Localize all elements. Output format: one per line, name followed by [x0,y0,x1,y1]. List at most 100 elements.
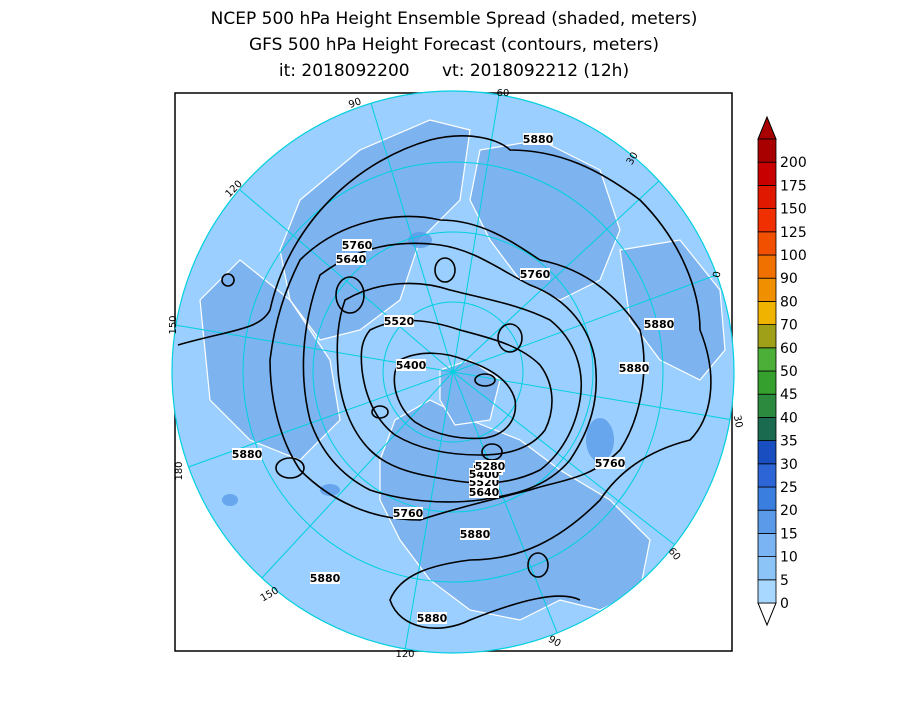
colorbar-label: 100 [780,248,807,264]
longitude-label: 120 [395,649,414,660]
contour-5520 [336,282,582,484]
contour-label: 5880 [644,318,675,331]
contour-5880-outer [177,135,712,629]
colorbar-label: 90 [780,271,798,287]
contour-label: 5640 [469,486,500,499]
colorbar-swatch [757,231,777,256]
height-contours [177,135,712,629]
closed-contour [497,323,523,353]
contour-label: 5520 [384,315,415,328]
contour-label: 5760 [520,268,551,281]
colorbar-swatch [757,556,777,581]
colorbar-label: 35 [780,434,798,450]
colorbar-swatch [757,440,777,465]
contour-label-bg [232,448,262,460]
colorbar-swatch [757,370,777,395]
contour-label-bg [460,528,490,540]
colorbar-swatch [757,416,777,441]
colorbar: 0 5 10 15 20 25 30 35 40 45 50 60 70 80 90 100 125 150 175… [757,115,807,627]
colorbar-swatch [757,184,777,209]
colorbar-swatch [757,254,777,279]
contour-label-bg [644,318,674,330]
latitude-circle [382,301,524,443]
contour-label: 5760 [595,457,626,470]
meridian-line [452,94,500,373]
colorbar-label: 80 [780,294,798,310]
contour-labels: 5880576056405520540058805880588057605880… [232,133,675,625]
colorbar-swatch [757,509,777,534]
colorbar-top-arrow [757,115,777,140]
contour-label: 5880 [460,528,491,541]
contour-label: 5760 [393,507,424,520]
colorbar-swatch [757,393,777,418]
spread-patch [222,494,238,506]
contour-label-bg [393,507,423,519]
longitude-label: 0 [712,270,724,278]
contour-label-bg [595,457,625,469]
colorbar-label: 70 [780,318,798,334]
colorbar-label: 45 [780,387,798,403]
graticule [174,94,734,651]
north-america-land [379,399,651,621]
colorbar-label: 40 [780,410,798,426]
meridian-line [452,371,561,641]
colorbar-swatch [757,208,777,233]
contour-label-bg [310,572,340,584]
colorbar-swatch [757,324,777,349]
contour-5640 [302,242,598,503]
title-line-2: GFS 500 hPa Height Forecast (contours, m… [249,35,659,55]
latitude-circle [242,161,664,583]
spread-patch [586,418,614,462]
contour-label-bg [520,268,550,280]
meridian-line [369,99,454,373]
colorbar-swatch [757,347,777,372]
closed-contour [275,457,305,479]
meridian-line [259,371,454,581]
colorbar-label: 50 [780,364,798,380]
contour-label-bg [336,253,366,265]
colorbar-swatch [757,463,777,488]
longitude-label: 90 [347,96,363,111]
contour-label-bg [619,362,649,374]
title-line-1: NCEP 500 hPa Height Ensemble Spread (sha… [210,9,698,29]
longitude-label: 180 [174,461,185,480]
meridian-line [239,189,454,373]
contour-label-bg [475,460,505,472]
colorbar-label: 30 [780,457,798,473]
europe-land [619,239,726,381]
meridian-line [452,371,676,546]
contour-5280 [393,352,517,440]
colorbar-label: 0 [780,596,789,612]
closed-contour [221,273,235,287]
land-masses [199,119,726,621]
contour-5760 [269,215,645,521]
closed-contour [371,405,389,419]
contour-label: 5880 [232,448,263,461]
contour-label: 5880 [310,572,341,585]
contour-label: 5880 [619,362,650,375]
latitude-circle [312,231,594,513]
closed-contour [335,276,365,314]
colorbar-bottom-arrow [757,602,777,627]
closed-contour [527,552,549,578]
colorbar-swatch [757,277,777,302]
colorbar-label: 125 [780,225,807,241]
contour-label-bg [342,239,372,251]
eurasia-land [279,119,471,341]
contour-label: 5280 [475,460,506,473]
contour-label: 5880 [523,133,554,146]
colorbar-label: 15 [780,526,798,542]
colorbar-label: 10 [780,550,798,566]
colorbar-label: 5 [780,573,789,589]
colorbar-swatch [757,161,777,186]
colorbar-swatch [757,486,777,511]
contour-label-bg [523,133,553,145]
disk-outline [171,90,735,654]
meridian-line [452,371,734,421]
closed-contour [434,257,456,283]
colorbar-label: 175 [780,178,807,194]
colorbar-label: 20 [780,503,798,519]
spread-patch [320,484,340,496]
colorbar-swatch [757,138,777,163]
